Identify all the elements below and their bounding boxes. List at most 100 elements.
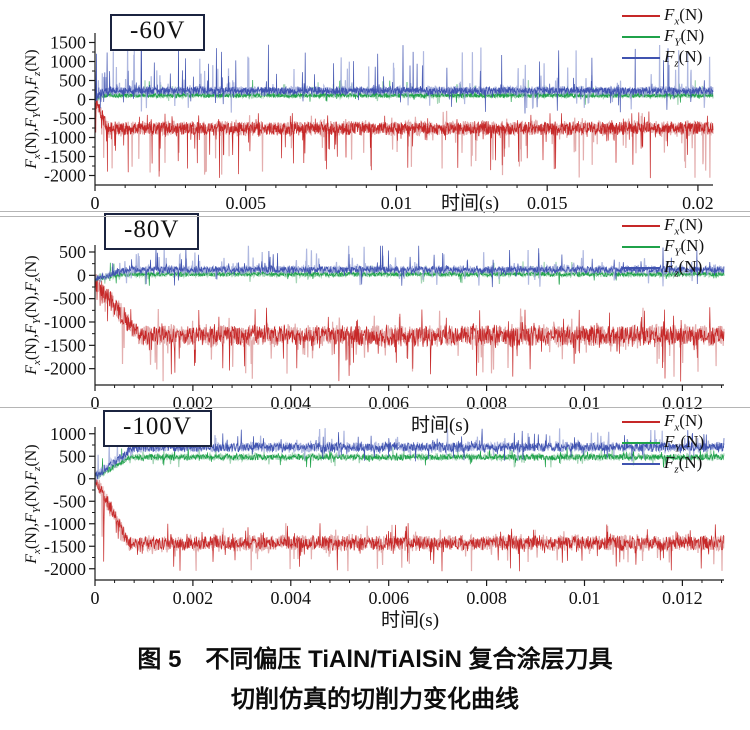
x-tick-label: 0	[91, 193, 100, 213]
y-tick-label: -500	[53, 491, 86, 511]
trace-F-Y	[94, 444, 725, 481]
legend-line-icon	[622, 421, 660, 423]
x-tick-label: 0	[91, 393, 100, 413]
y-axis-label: Fx(N),FY(N),Fz(N)	[22, 255, 44, 375]
legend-item: FY(N)	[622, 25, 705, 49]
y-tick-label: -500	[53, 109, 86, 129]
x-tick-label: 0.004	[271, 393, 312, 413]
legend-item: Fz(N)	[622, 256, 704, 280]
x-tick-label: 0.006	[368, 393, 409, 413]
x-tick-label: 0.012	[662, 393, 703, 413]
y-tick-label: 500	[59, 446, 86, 466]
y-tick-label: 0	[77, 265, 86, 285]
legend-label: FY(N)	[664, 235, 705, 259]
legend-label: Fx(N)	[664, 4, 703, 28]
y-tick-label: -1500	[44, 536, 86, 556]
legend-label: Fx(N)	[664, 214, 703, 238]
y-tick-label: 0	[77, 90, 86, 110]
panel-separator	[0, 211, 750, 212]
x-tick-label: 0.002	[173, 393, 214, 413]
y-tick-label: 500	[59, 71, 86, 91]
legend-line-icon	[622, 246, 660, 248]
y-tick-label: 1500	[50, 33, 86, 53]
trace-F-Y	[94, 262, 725, 286]
x-axis-label: 时间(s)	[441, 192, 499, 214]
legend-label: FY(N)	[664, 431, 705, 455]
y-tick-label: -2000	[44, 559, 86, 579]
panel-title: -100V	[103, 410, 212, 447]
y-tick-label: -500	[53, 289, 86, 309]
legend-item: Fx(N)	[622, 4, 704, 28]
x-tick-label: 0.002	[173, 588, 214, 608]
x-tick-label: 0.015	[527, 193, 568, 213]
panel-separator	[0, 216, 750, 217]
panel-title: -80V	[104, 213, 200, 250]
y-tick-label: -2000	[44, 166, 86, 186]
y-tick-label: -1000	[44, 128, 86, 148]
y-tick-label: 1000	[50, 52, 86, 72]
x-tick-label: 0	[91, 588, 100, 608]
legend-label: Fz(N)	[664, 46, 703, 70]
x-axis-label: 时间(s)	[411, 414, 469, 436]
y-tick-label: -1500	[44, 147, 86, 167]
legend-line-icon	[622, 442, 660, 444]
trace-F-x	[94, 474, 725, 572]
legend: Fx(N) FY(N) Fz(N)	[622, 214, 705, 280]
legend-line-icon	[622, 57, 660, 59]
trace-F-z	[94, 428, 725, 480]
legend-item: Fz(N)	[622, 452, 704, 476]
panel-title: -60V	[110, 14, 206, 51]
legend-line-icon	[622, 15, 660, 17]
x-tick-label: 0.008	[466, 393, 507, 413]
x-tick-label: 0.01	[569, 393, 601, 413]
legend-label: FY(N)	[664, 25, 705, 49]
legend: Fx(N) FY(N) Fz(N)	[622, 4, 705, 70]
y-tick-label: 0	[77, 469, 86, 489]
legend-item: Fx(N)	[622, 410, 704, 434]
trace-F-x	[94, 98, 714, 179]
legend-label: Fz(N)	[664, 452, 703, 476]
legend-line-icon	[622, 463, 660, 465]
chart-panel--60V: 1500 1000 500 0 -500 -1000 -1500 -2000 0 0.005 0.0…	[0, 0, 750, 214]
legend-item: Fz(N)	[622, 46, 704, 70]
legend-label: Fx(N)	[664, 410, 703, 434]
x-tick-label: 0.008	[466, 588, 507, 608]
x-tick-label: 0.01	[569, 588, 601, 608]
chart-panel--100V: 1000 500 0 -500 -1000 -1500 -2000 0 0.002 0.004 0.…	[0, 408, 750, 631]
figure-caption-line1: 图 5 不同偏压 TiAlN/TiAlSiN 复合涂层刀具	[137, 646, 613, 673]
y-tick-label: -1000	[44, 514, 86, 534]
y-tick-label: -1000	[44, 312, 86, 332]
figure-caption: 图 5 不同偏压 TiAlN/TiAlSiN 复合涂层刀具 切削仿真的切削力变化…	[0, 640, 750, 720]
y-tick-label: -2000	[44, 359, 86, 379]
y-tick-label: -1500	[44, 335, 86, 355]
figure-caption-line2: 切削仿真的切削力变化曲线	[231, 686, 519, 713]
trace-F-Y	[94, 261, 725, 285]
legend: Fx(N) FY(N) Fz(N)	[622, 410, 705, 476]
legend-line-icon	[622, 267, 660, 269]
legend-item: FY(N)	[622, 235, 705, 259]
x-tick-label: 0.004	[271, 588, 312, 608]
chart-panel--80V: 500 0 -500 -1000 -1500 -2000 0 0.002 0.004 0.006 0…	[0, 213, 750, 436]
x-axis-label: 时间(s)	[381, 609, 439, 631]
y-axis-label: Fx(N),FY(N),Fz(N)	[22, 49, 44, 169]
x-tick-label: 0.01	[381, 193, 413, 213]
x-tick-label: 0.005	[225, 193, 266, 213]
trace-F-z	[94, 245, 725, 288]
legend-item: FY(N)	[622, 431, 705, 455]
y-tick-label: 500	[59, 242, 86, 262]
legend-label: Fz(N)	[664, 256, 703, 280]
x-tick-label: 0.006	[368, 588, 409, 608]
y-tick-label: 1000	[50, 424, 86, 444]
trace-F-x	[94, 475, 725, 572]
panel-separator	[0, 407, 750, 408]
trace-F-x	[94, 275, 725, 382]
legend-line-icon	[622, 225, 660, 227]
x-tick-label: 0.012	[662, 588, 703, 608]
trace-F-z	[94, 42, 714, 114]
legend-line-icon	[622, 36, 660, 38]
trace-F-Y	[94, 79, 714, 105]
